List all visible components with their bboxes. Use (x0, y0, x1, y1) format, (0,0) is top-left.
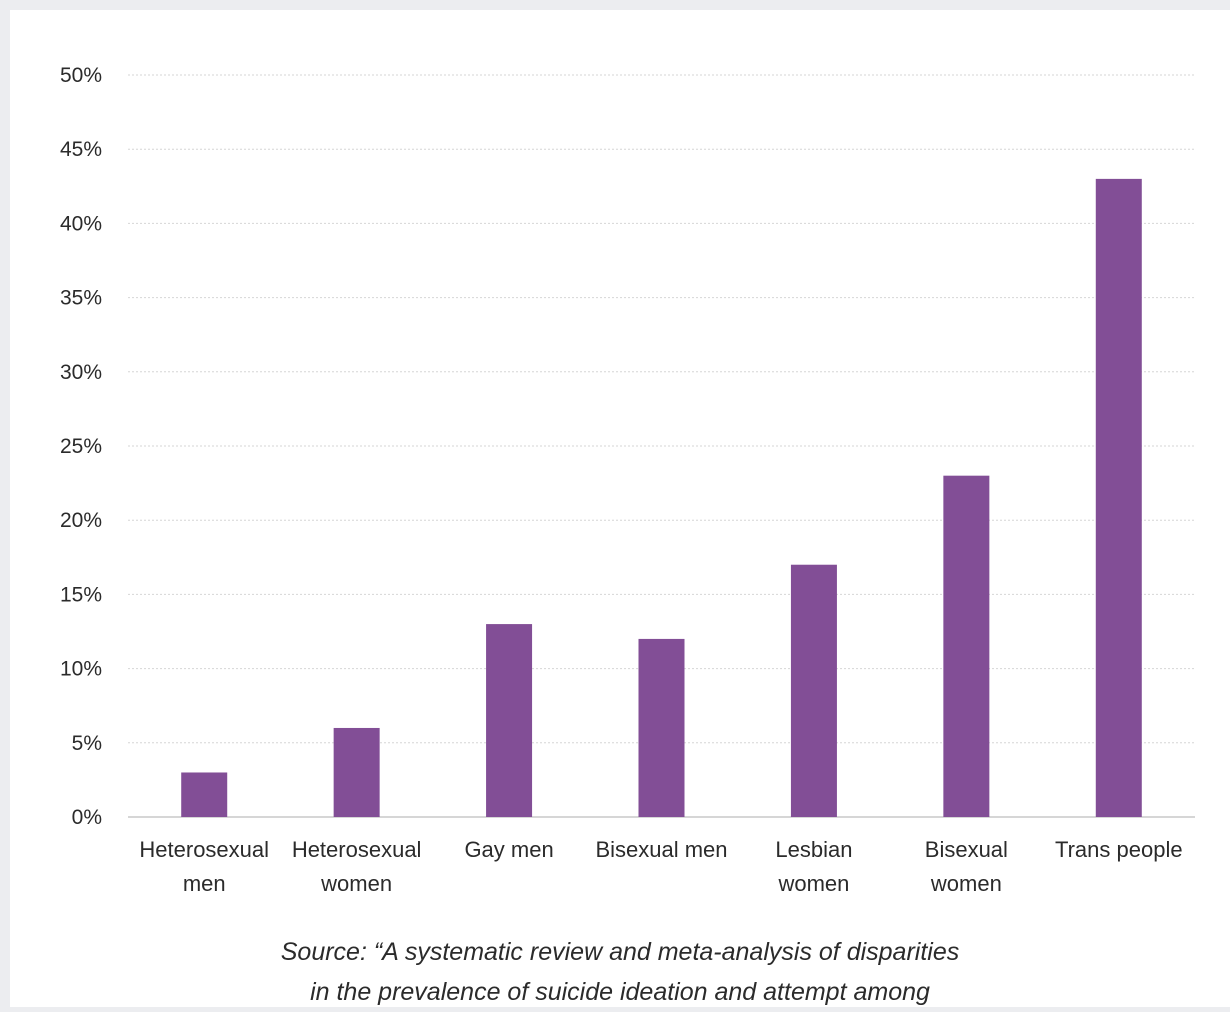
x-tick-label: Heterosexual women (292, 837, 422, 896)
x-tick-label: Bisexual men (595, 837, 727, 862)
bar (333, 727, 380, 817)
bars (181, 178, 1142, 817)
y-tick-label: 50% (60, 64, 102, 87)
y-tick-label: 25% (60, 435, 102, 458)
bar (638, 638, 685, 817)
source-line-1: Source: “A systematic review and meta-an… (280, 938, 960, 966)
y-tick-label: 20% (60, 509, 102, 532)
x-axis-labels: Heterosexual men Heterosexual women Gay men B… (139, 837, 1182, 896)
bar (943, 475, 990, 817)
x-tick-label: Lesbian women (775, 837, 852, 896)
x-tick-label: Gay men (464, 837, 553, 862)
y-tick-label: 0% (72, 806, 102, 829)
y-tick-label: 40% (60, 212, 102, 235)
y-tick-label: 5% (72, 732, 102, 755)
gridlines (128, 74, 1195, 818)
y-axis-ticks: 0% 5% 10% 15% 20% 25% 30% 35% 40% 45% 50% (60, 64, 102, 829)
bar (486, 624, 533, 817)
y-tick-label: 15% (60, 583, 102, 606)
source-line-2: in the prevalence of suicide ideation an… (310, 978, 930, 1006)
y-tick-label: 30% (60, 361, 102, 384)
bar (181, 772, 228, 817)
x-tick-label: Heterosexual men (139, 837, 269, 896)
source-caption: Source: “A systematic review and meta-an… (10, 932, 1230, 1012)
chart-panel: 0% 5% 10% 15% 20% 25% 30% 35% 40% 45% 50% Heterose… (10, 10, 1230, 1007)
y-tick-label: 45% (60, 138, 102, 161)
x-tick-label: Bisexual women (925, 837, 1008, 896)
bar-chart: 0% 5% 10% 15% 20% 25% 30% 35% 40% 45% 50% Heterose… (60, 64, 1195, 896)
y-tick-label: 35% (60, 287, 102, 310)
bar (1095, 178, 1142, 817)
bar (790, 564, 837, 817)
y-tick-label: 10% (60, 658, 102, 681)
x-tick-label: Trans people (1055, 837, 1183, 862)
